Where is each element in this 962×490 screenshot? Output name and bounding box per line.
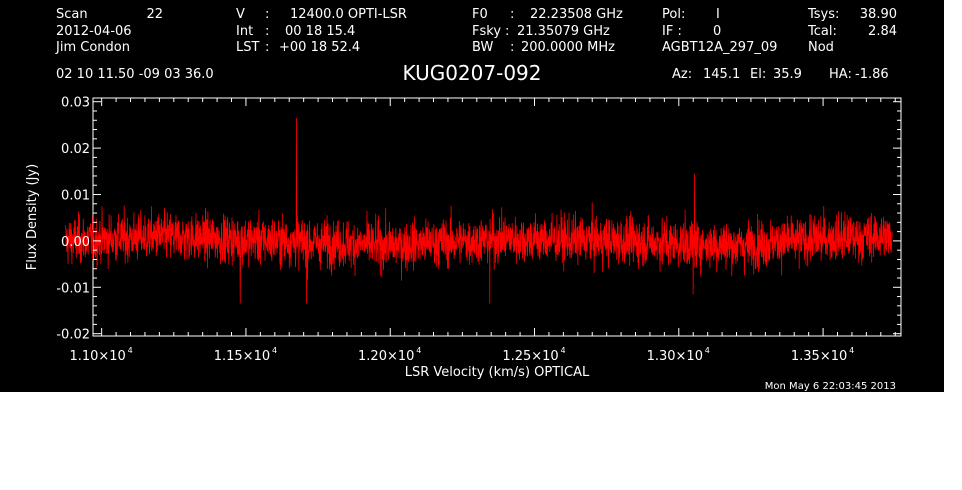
y-tick-label: 0.02 [61, 142, 90, 157]
x-tick-label: 1.20×10 [358, 349, 414, 364]
x-tick-exponent: 4 [128, 346, 133, 355]
int-value: 00 18 15.4 [285, 24, 355, 39]
x-tick-label: 1.30×10 [647, 349, 703, 364]
ha-value: -1.86 [855, 67, 889, 82]
fsky-label: Fsky [472, 24, 501, 39]
fsky-colon: : [505, 24, 509, 39]
observation-date: 2012-04-06 [56, 24, 132, 39]
ha-label: HA: [829, 67, 852, 82]
bw-colon: : [510, 40, 514, 55]
x-axis-label: LSR Velocity (km/s) OPTICAL [405, 365, 590, 380]
int-colon: : [265, 24, 269, 39]
lst-value: +00 18 52.4 [279, 40, 360, 55]
az-label: Az: [672, 67, 692, 82]
tcal-label: Tcal: [807, 24, 837, 39]
spectrum-plot: Scan 22 2012-04-06 Jim Condon V : 12400.… [25, 7, 902, 392]
project-id: AGBT12A_297_09 [662, 40, 777, 55]
x-tick-exponent: 4 [849, 346, 854, 355]
f0-colon: : [510, 7, 514, 22]
x-tick-label: 1.15×10 [214, 349, 270, 364]
tick-layer: 1.10×10 4 1.15×10 4 1.20×10 4 1.25×10 4 1.30×10 4… [56, 96, 901, 364]
tsys-label: Tsys: [807, 7, 839, 22]
v-label: V [236, 7, 245, 22]
pol-label: Pol: [662, 7, 685, 22]
source-coordinates: 02 10 11.50 -09 03 36.0 [56, 67, 214, 82]
lst-label: LST [236, 40, 259, 55]
plot-frame [92, 97, 902, 337]
scan-label: Scan [56, 7, 88, 22]
x-tick-exponent: 4 [561, 346, 566, 355]
tsys-value: 38.90 [860, 7, 897, 22]
az-value: 145.1 [703, 67, 740, 82]
y-tick-label: 0.01 [61, 188, 90, 203]
y-tick-label: -0.01 [56, 281, 90, 296]
y-tick-label: -0.02 [56, 328, 90, 343]
int-label: Int [236, 24, 253, 39]
x-tick-label: 1.25×10 [502, 349, 558, 364]
x-tick-exponent: 4 [272, 346, 277, 355]
v-colon: : [265, 7, 269, 22]
y-tick-label: 0.03 [61, 96, 90, 111]
if-label: IF : [662, 24, 682, 39]
lst-colon: : [265, 40, 269, 55]
tcal-value: 2.84 [868, 24, 897, 39]
plot-panel: Scan 22 2012-04-06 Jim Condon V : 12400.… [0, 0, 944, 392]
v-value: 12400.0 OPTI-LSR [290, 7, 407, 22]
source-title: KUG0207-092 [402, 61, 541, 85]
plot-timestamp: Mon May 6 22:03:45 2013 [765, 381, 896, 392]
bw-value: 200.0000 MHz [521, 40, 615, 55]
bw-label: BW [472, 40, 493, 55]
f0-label: F0 [472, 7, 488, 22]
el-label: El: [750, 67, 766, 82]
observer-name: Jim Condon [55, 40, 130, 55]
fsky-value: 21.35079 GHz [517, 24, 610, 39]
procedure-name: Nod [808, 40, 834, 55]
f0-value: 22.23508 GHz [530, 7, 623, 22]
scan-value: 22 [146, 7, 163, 22]
x-tick-label: 1.35×10 [791, 349, 847, 364]
x-tick-exponent: 4 [705, 346, 710, 355]
y-tick-label: 0.00 [61, 235, 90, 250]
pol-value: I [716, 7, 720, 22]
if-value: 0 [713, 24, 721, 39]
series-layer [65, 117, 893, 304]
el-value: 35.9 [773, 67, 802, 82]
x-tick-label: 1.10×10 [69, 349, 125, 364]
x-tick-exponent: 4 [416, 346, 421, 355]
spectrum-series-line [65, 117, 893, 304]
y-axis-label: Flux Density (Jy) [25, 164, 40, 270]
